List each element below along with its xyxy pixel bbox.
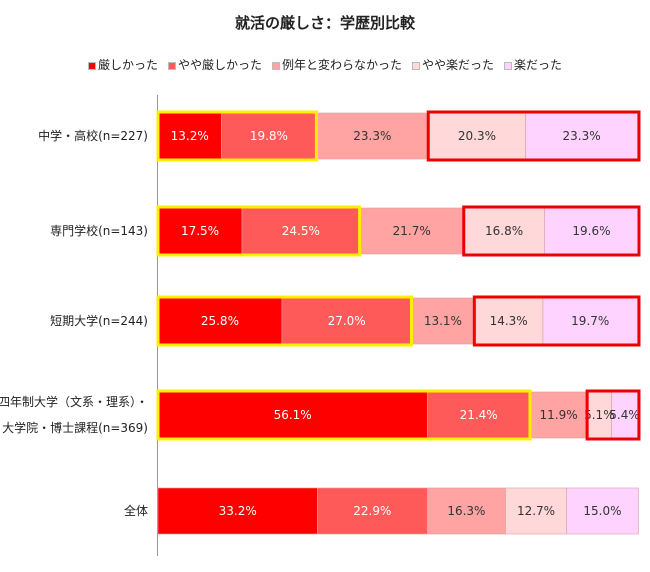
legend-swatch-1 (167, 61, 176, 70)
bar-segment-1-4 (544, 207, 639, 255)
highlight-strict-2 (156, 295, 413, 347)
category-label-0: 中学・高校(n=227) (38, 128, 148, 143)
category-label-3: 四年制大学（文系・理系）・大学院・博士課程(n=369) (0, 394, 148, 435)
bar-segment-2-2 (411, 297, 475, 345)
data-label-2-1: 27.0% (328, 314, 366, 328)
bar-segment-4-3 (505, 487, 567, 535)
highlight-easy-3 (585, 389, 641, 441)
data-label-1-0: 17.5% (181, 224, 219, 238)
bar-segment-2-0 (157, 297, 283, 345)
data-label-1-4: 19.6% (572, 224, 610, 238)
data-label-2-2: 13.1% (424, 314, 462, 328)
data-label-4-3: 12.7% (517, 504, 555, 518)
data-label-3-2: 11.9% (539, 408, 577, 422)
data-label-4-4: 15.0% (583, 504, 621, 518)
data-label-4-1: 22.9% (353, 504, 391, 518)
data-label-0-1: 19.8% (250, 129, 288, 143)
highlight-strict-1 (156, 205, 362, 257)
legend-item-1: やや厳しかった (167, 56, 262, 73)
bar-segment-3-1 (426, 391, 531, 439)
highlight-easy-0 (426, 110, 641, 162)
bar-segment-4-4 (566, 487, 639, 535)
data-label-3-0: 56.1% (274, 408, 312, 422)
bar-segment-3-0 (157, 391, 428, 439)
bar-segment-0-1 (221, 112, 317, 160)
chart-title: 就活の厳しさ：学歴別比較 (234, 14, 415, 32)
category-label-4: 全体 (124, 503, 148, 518)
legend-swatch-4 (504, 61, 513, 70)
data-label-2-0: 25.8% (201, 314, 239, 328)
data-label-0-2: 23.3% (353, 129, 391, 143)
legend-label-1: やや厳しかった (177, 58, 262, 72)
data-label-0-3: 20.3% (458, 129, 496, 143)
data-label-1-3: 16.8% (485, 224, 523, 238)
legend-swatch-2 (271, 61, 280, 70)
bar-segment-1-2 (359, 207, 465, 255)
highlight-strict-0 (156, 110, 318, 162)
legend-label-4: 楽だった (514, 58, 563, 72)
highlight-strict-3 (156, 389, 532, 441)
legend-label-3: やや楽だった (422, 58, 495, 72)
data-label-3-3: 5.1% (584, 408, 615, 422)
highlight-easy-1 (462, 205, 641, 257)
bar-segment-0-2 (316, 112, 429, 160)
legend-swatch-3 (412, 61, 420, 70)
bar-segment-2-1 (281, 297, 412, 345)
bar-segment-2-3 (474, 297, 544, 345)
bar-segment-4-1 (317, 487, 428, 535)
highlight-easy-2 (472, 295, 641, 347)
legend-swatch-0 (87, 61, 96, 70)
legend-item-3: やや楽だった (412, 56, 494, 73)
bar-segment-0-4 (525, 112, 638, 160)
legend-label-0: 厳しかった (97, 58, 158, 72)
bar-segment-4-2 (426, 487, 506, 535)
category-label-2: 短期大学(n=244) (50, 313, 148, 328)
legend-item-4: 楽だった (504, 56, 562, 73)
data-label-1-2: 21.7% (393, 224, 431, 238)
bar-segment-2-4 (542, 297, 638, 345)
bar-segment-4-0 (157, 487, 318, 535)
legend-item-0: 厳しかった (87, 56, 158, 73)
category-label-1: 専門学校(n=143) (50, 223, 148, 238)
data-label-2-4: 19.7% (571, 314, 609, 328)
legend: 厳しかった やや厳しかった 例年と変わらなかった やや楽だった 楽だった (0, 56, 650, 73)
data-label-3-1: 21.4% (460, 408, 498, 422)
data-label-4-2: 16.3% (447, 504, 485, 518)
bar-segment-1-1 (241, 207, 360, 255)
data-label-2-3: 14.3% (490, 314, 528, 328)
legend-label-2: 例年と変わらなかった (281, 58, 402, 72)
data-label-1-1: 24.5% (282, 224, 320, 238)
data-label-0-0: 13.2% (171, 129, 209, 143)
legend-item-2: 例年と変わらなかった (271, 56, 402, 73)
data-label-3-4: 5.4% (609, 408, 640, 422)
data-label-0-4: 23.3% (563, 129, 601, 143)
data-label-4-0: 33.2% (219, 504, 257, 518)
